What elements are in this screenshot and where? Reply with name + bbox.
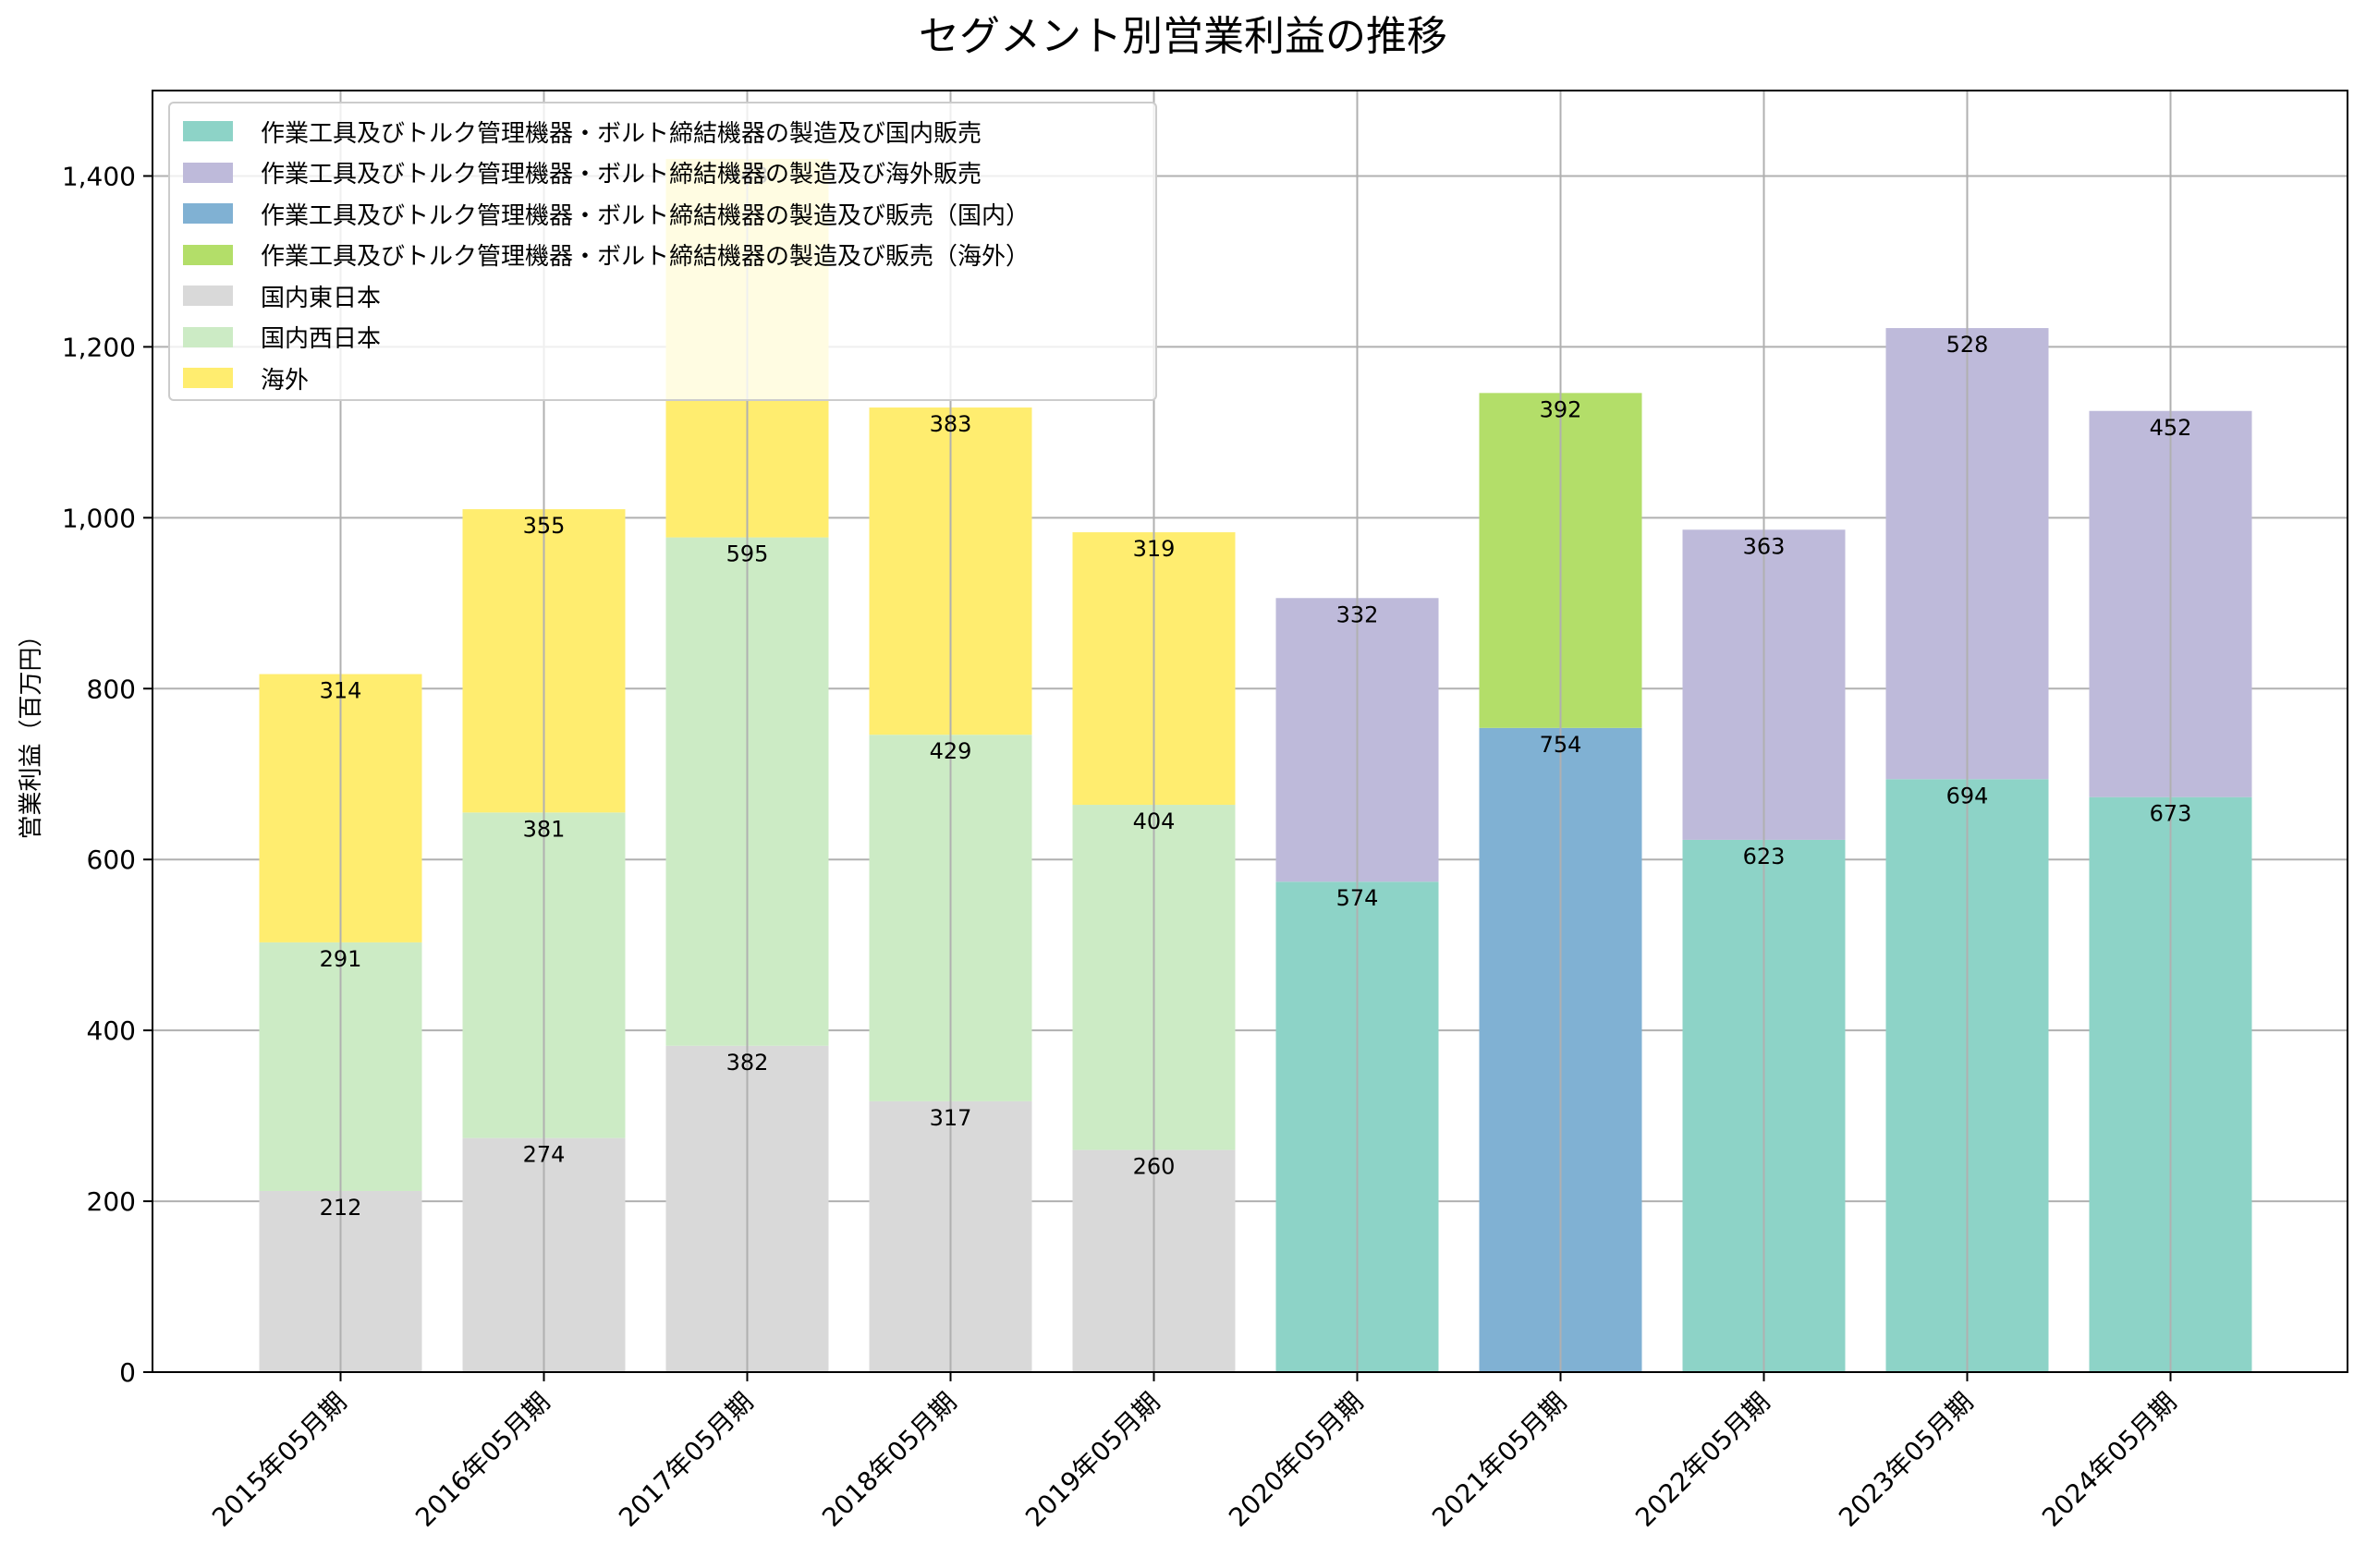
data-label: 363	[1743, 533, 1786, 559]
data-label: 404	[1133, 808, 1176, 834]
x-tick-label: 2015年05月期	[206, 1387, 352, 1533]
y-tick-label: 600	[87, 845, 136, 875]
legend-item: 海外	[183, 358, 1155, 399]
x-tick-label: 2021年05月期	[1426, 1387, 1572, 1533]
x-tick-label: 2016年05月期	[409, 1387, 555, 1533]
y-tick-label: 1,200	[62, 332, 136, 362]
y-tick-label: 1,400	[62, 161, 136, 191]
data-label: 528	[1946, 332, 1989, 358]
legend-swatch	[183, 244, 233, 265]
legend-label: 国内東日本	[261, 284, 382, 312]
chart-title: セグメント別営業利益の推移	[919, 13, 1447, 60]
y-tick-label: 400	[87, 1015, 136, 1046]
data-label: 332	[1336, 602, 1379, 627]
data-label: 381	[523, 816, 566, 842]
legend-item: 作業工具及びトルク管理機器・ボルト締結機器の製造及び販売（海外）	[183, 235, 1155, 276]
legend-label: 作業工具及びトルク管理機器・ボルト締結機器の製造及び海外販売	[261, 161, 982, 189]
data-label: 574	[1336, 885, 1379, 911]
legend-label: 国内西日本	[261, 325, 382, 354]
legend-swatch	[183, 121, 233, 142]
legend: 作業工具及びトルク管理機器・ボルト締結機器の製造及び国内販売 作業工具及びトルク管…	[168, 102, 1157, 401]
x-tick-label: 2018年05月期	[816, 1387, 962, 1533]
x-tick-label: 2022年05月期	[1629, 1387, 1775, 1533]
data-label: 429	[930, 738, 972, 764]
data-label: 623	[1743, 844, 1786, 869]
legend-label: 作業工具及びトルク管理機器・ボルト締結機器の製造及び販売（国内）	[261, 201, 1031, 230]
data-label: 355	[523, 513, 566, 539]
legend-item: 作業工具及びトルク管理機器・ボルト締結機器の製造及び国内販売	[183, 111, 1155, 152]
legend-swatch	[183, 368, 233, 389]
y-axis: 0 200 400 600 800 1,000 1,200 1,400	[62, 161, 152, 1388]
data-label: 673	[2150, 801, 2192, 827]
legend-item: 国内東日本	[183, 275, 1155, 317]
data-label: 392	[1540, 396, 1582, 422]
legend-swatch	[183, 326, 233, 347]
legend-item: 国内西日本	[183, 317, 1155, 359]
data-label: 382	[726, 1050, 769, 1076]
data-label: 452	[2150, 415, 2192, 441]
legend-swatch	[183, 286, 233, 307]
legend-item: 作業工具及びトルク管理機器・ボルト締結機器の製造及び海外販売	[183, 152, 1155, 194]
legend-label: 作業工具及びトルク管理機器・ボルト締結機器の製造及び販売（海外）	[261, 243, 1031, 272]
legend-swatch	[183, 162, 233, 183]
data-label: 319	[1133, 536, 1176, 562]
legend-label: 海外	[261, 366, 310, 395]
legend-swatch	[183, 203, 233, 225]
data-label: 317	[930, 1105, 972, 1131]
plot-frame	[152, 90, 2348, 1373]
y-tick-label: 1,000	[62, 503, 136, 533]
legend-item: 作業工具及びトルク管理機器・ボルト締結機器の製造及び販売（国内）	[183, 193, 1155, 235]
x-tick-label: 2020年05月期	[1223, 1387, 1369, 1533]
data-label: 291	[320, 946, 362, 972]
x-tick-label: 2024年05月期	[2036, 1387, 2182, 1533]
data-label: 212	[320, 1195, 362, 1221]
data-label: 383	[930, 411, 972, 437]
legend-label: 作業工具及びトルク管理機器・ボルト締結機器の製造及び国内販売	[261, 119, 982, 148]
y-axis-label: 営業利益（百万円）	[18, 623, 45, 839]
x-tick-label: 2019年05月期	[1019, 1387, 1165, 1533]
y-tick-label: 0	[119, 1357, 136, 1388]
data-label: 314	[320, 678, 362, 704]
x-tick-label: 2023年05月期	[1833, 1387, 1979, 1533]
y-tick-label: 200	[87, 1186, 136, 1217]
x-tick-label: 2017年05月期	[613, 1387, 759, 1533]
data-label: 754	[1540, 732, 1582, 758]
x-axis: 2015年05月期 2016年05月期 2017年05月期 2018年05月期 2019…	[206, 1372, 2182, 1533]
data-label: 694	[1946, 783, 1989, 808]
data-label: 274	[523, 1142, 566, 1168]
y-tick-label: 800	[87, 674, 136, 704]
data-label: 595	[726, 541, 769, 567]
data-label: 260	[1133, 1154, 1176, 1180]
